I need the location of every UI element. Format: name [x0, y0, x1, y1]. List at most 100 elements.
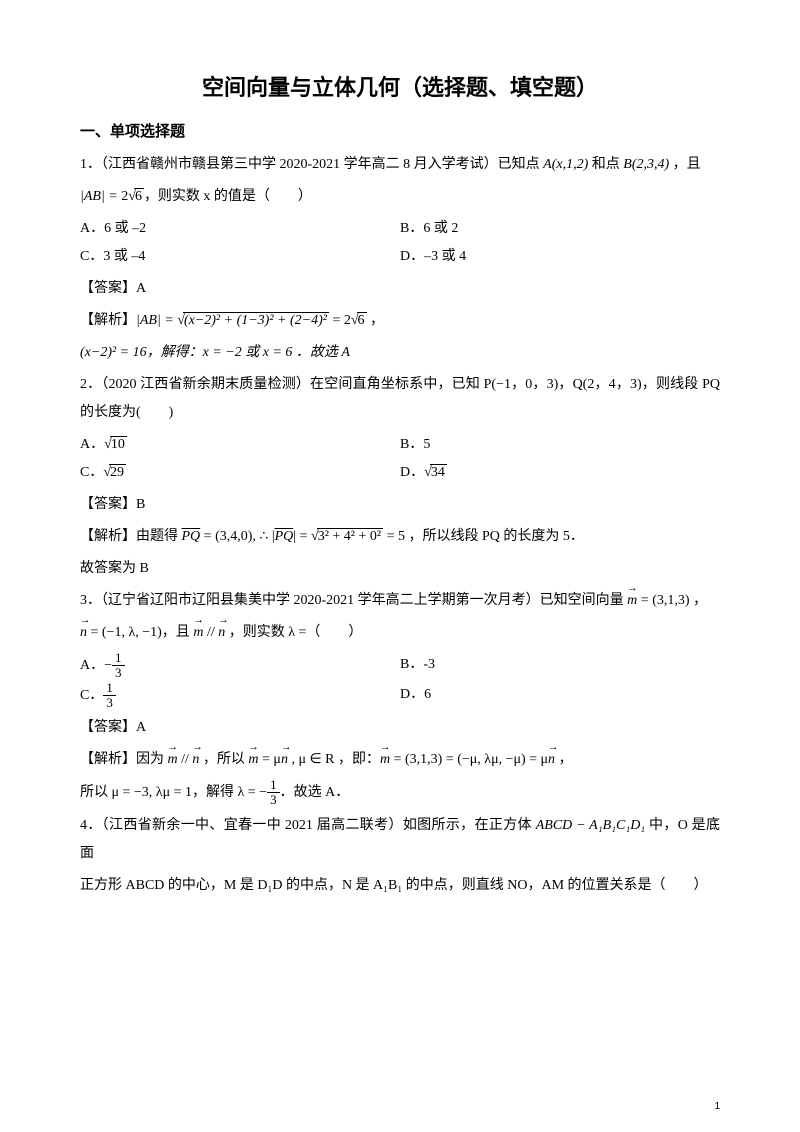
- fraction: 13: [112, 651, 125, 681]
- q4-stem: 4．（江西省新余一中、宜春一中 2021 届高二联考）如图所示，在正方体 ABC…: [80, 812, 720, 868]
- q2-pq-vec: PQ: [182, 523, 201, 551]
- q3-text-c: = (−1, λ, −1)，且: [87, 625, 193, 640]
- page-number: 1: [714, 1101, 720, 1112]
- q1-text-e: ，则实数 x 的值是（ ）: [144, 189, 312, 204]
- q1-stem-line2: |AB| = 26，则实数 x 的值是（ ）: [80, 183, 720, 211]
- vector-n-icon: n: [218, 619, 225, 647]
- sqrt-icon: 34: [424, 459, 447, 487]
- q3-expl-b: //: [178, 752, 193, 767]
- q3-expl-f: = (3,1,3) = (−μ, λμ, −μ) = μ: [390, 752, 548, 767]
- q3-expl-h-neg: −: [259, 785, 267, 800]
- q2-opta-rad: 10: [110, 436, 127, 452]
- q1-expl-a: 【解析】: [80, 313, 136, 328]
- q3-expl-h-b: ．故选 A．: [280, 785, 350, 800]
- q3-opt-b: B．-3: [400, 651, 720, 681]
- section-heading: 一、单项选择题: [80, 120, 720, 141]
- q1-opt-c: C．3 或 –4: [80, 243, 400, 271]
- q1-expl-d: ，: [367, 313, 385, 328]
- sqrt-icon: 10: [104, 431, 127, 459]
- frac-den: 3: [103, 696, 116, 710]
- q1-opt-d: D．–3 或 4: [400, 243, 720, 271]
- q2-expl-a: 【解析】由题得: [80, 529, 182, 544]
- q2-optc-rad: 29: [109, 464, 126, 480]
- q3-expl-e: , μ ∈ R ，即：: [288, 752, 380, 767]
- q2-opt-d: D． 34: [400, 459, 720, 487]
- q3-stem: 3．（辽宁省辽阳市辽阳县集美中学 2020-2021 学年高二上学期第一次月考）…: [80, 587, 720, 615]
- vector-n-icon: n: [548, 746, 555, 774]
- q1-expl-e: (x−2)² = 16，解得：x = −2 或 x = 6 ．故选 A: [80, 345, 350, 360]
- q3-text-b: = (3,1,3) ，: [637, 593, 707, 608]
- q2-explain: 【解析】由题得 PQ = (3,4,0), ∴ |PQ| = 3² + 4² +…: [80, 523, 720, 551]
- q2-pq-vec2: PQ: [275, 523, 294, 551]
- q3-opt-a: A．−13: [80, 651, 400, 681]
- q1-stem: 1．（江西省赣州市赣县第三中学 2020-2021 学年高二 8 月入学考试）已…: [80, 151, 720, 179]
- q3-opt-c: C．13: [80, 681, 400, 711]
- q3-text-d: //: [203, 625, 218, 640]
- vector-m-icon: m: [248, 746, 258, 774]
- q1-abs: |AB| =: [80, 189, 121, 204]
- q1-opt-a: A．6 或 –2: [80, 215, 400, 243]
- q3-text-e: ，则实数 λ =（ ）: [225, 625, 362, 640]
- q1-point-a: A(x,1,2): [543, 157, 588, 172]
- q2-opt-c: C． 29: [80, 459, 400, 487]
- q2-answer: 【答案】B: [80, 491, 720, 519]
- q1-rad: 6: [134, 188, 144, 204]
- sqrt-icon: 29: [103, 459, 126, 487]
- q3-expl-h-a: 所以 μ = −3, λμ = 1，解得 λ =: [80, 785, 259, 800]
- sqrt-icon: (x−2)² + (1−3)² + (2−4)²: [177, 307, 329, 335]
- q1-answer: 【答案】A: [80, 275, 720, 303]
- q2-opt-a: A． 10: [80, 431, 400, 459]
- q3-opta-pre: A．: [80, 658, 104, 673]
- q4-cube: ABCD − A₁B₁C₁D₁: [536, 818, 645, 833]
- q2-expl-rad: 3² + 4² + 0²: [317, 528, 383, 544]
- q2-optd-pre: D．: [400, 465, 424, 480]
- q1-expl-c: = 2: [329, 313, 351, 328]
- q1-opt-b: B．6 或 2: [400, 215, 720, 243]
- q1-text-c: ，且: [669, 157, 701, 172]
- q2-opt-b: B．5: [400, 431, 720, 459]
- q1-text-b: 和点: [588, 157, 623, 172]
- q1-options: A．6 或 –2 B．6 或 2 C．3 或 –4 D．–3 或 4: [80, 215, 720, 271]
- q4-text-a: 4．（江西省新余一中、宜春一中 2021 届高二联考）如图所示，在正方体: [80, 818, 536, 833]
- q1-expl-b: |AB| =: [136, 313, 177, 328]
- vector-m-icon: m: [168, 746, 178, 774]
- fraction: 13: [267, 778, 280, 808]
- q1-explain-1: 【解析】|AB| = (x−2)² + (1−3)² + (2−4)² = 2 6…: [80, 307, 720, 335]
- q2-opta-pre: A．: [80, 437, 104, 452]
- frac-num: 1: [112, 651, 125, 666]
- sqrt-icon: 6: [351, 307, 367, 335]
- q4-stem-2: 正方形 ABCD 的中心，M 是 D₁D 的中点，N 是 A₁B₁ 的中点，则直…: [80, 872, 720, 900]
- frac-num: 1: [267, 778, 280, 793]
- q3-optc-pre: C．: [80, 688, 103, 703]
- vector-n-icon: n: [80, 619, 87, 647]
- vector-n-icon: n: [192, 746, 199, 774]
- q3-expl-a: 【解析】因为: [80, 752, 168, 767]
- q3-expl-d: = μ: [259, 752, 281, 767]
- q2-optc-pre: C．: [80, 465, 103, 480]
- sqrt-icon: 3² + 4² + 0²: [311, 523, 383, 551]
- q2-expl-c: =: [296, 529, 311, 544]
- vector-n-icon: n: [281, 746, 288, 774]
- q2-options: A． 10 B．5 C． 29 D． 34: [80, 431, 720, 487]
- q2-expl-b: = (3,4,0), ∴: [200, 529, 272, 544]
- frac-den: 3: [267, 793, 280, 807]
- frac-num: 1: [103, 681, 116, 696]
- q3-opt-d: D．6: [400, 681, 720, 711]
- q3-stem-2: n = (−1, λ, −1)，且 m // n ，则实数 λ =（ ）: [80, 619, 720, 647]
- q1-expl-rad2: 6: [357, 312, 367, 328]
- q1-point-b: B(2,3,4): [623, 157, 669, 172]
- vector-m-icon: m: [193, 619, 203, 647]
- q3-opta-neg: −: [104, 658, 112, 673]
- q1-text-a: 1．（江西省赣州市赣县第三中学 2020-2021 学年高二 8 月入学考试）已…: [80, 157, 543, 172]
- fraction: 13: [103, 681, 116, 711]
- q1-explain-2: (x−2)² = 16，解得：x = −2 或 x = 6 ．故选 A: [80, 339, 720, 367]
- q2-optd-rad: 34: [430, 464, 447, 480]
- sqrt-icon: 6: [128, 183, 144, 211]
- q3-expl-g: ，: [555, 752, 573, 767]
- page-title: 空间向量与立体几何（选择题、填空题）: [80, 70, 720, 102]
- vector-m-icon: m: [380, 746, 390, 774]
- q3-text-a: 3．（辽宁省辽阳市辽阳县集美中学 2020-2021 学年高二上学期第一次月考）…: [80, 593, 627, 608]
- frac-den: 3: [112, 666, 125, 680]
- q1-coef: 2: [121, 189, 128, 204]
- q1-expl-rad: (x−2)² + (1−3)² + (2−4)²: [183, 312, 329, 328]
